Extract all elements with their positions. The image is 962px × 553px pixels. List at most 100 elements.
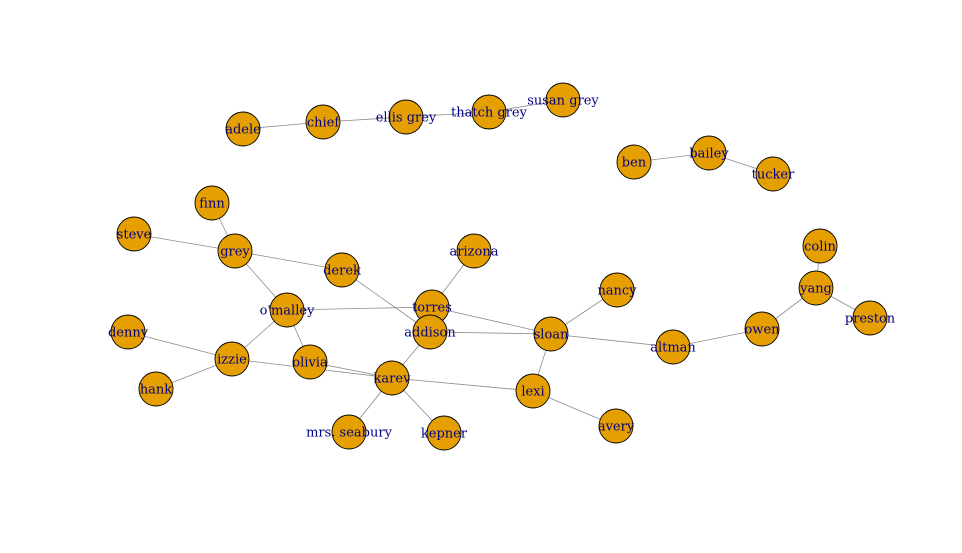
node-arizona: arizona [450, 233, 499, 269]
node-avery: avery [598, 408, 635, 444]
node-susan-grey: susan grey [527, 82, 599, 118]
node-circle [798, 270, 834, 306]
node-label: karev [374, 372, 412, 387]
node-label: denny [108, 326, 149, 341]
node-karev: karev [374, 360, 412, 396]
node-steve: steve [116, 216, 152, 252]
node-circle [515, 373, 551, 409]
node-circle [744, 311, 780, 347]
node-circle [305, 104, 341, 140]
node-label: sloan [534, 328, 569, 343]
edge-denny-izzie [127, 331, 233, 360]
node-circle [533, 316, 569, 352]
node-ellis-grey: ellis grey [376, 99, 437, 135]
node-kepner: kepner [421, 415, 468, 451]
node-label: olivia [292, 356, 328, 371]
node-altman: altman [650, 329, 696, 365]
node-izzie: izzie [214, 341, 250, 377]
node-circle [755, 156, 791, 192]
node-label: preston [845, 312, 896, 327]
edge-sloan-altman [550, 333, 674, 348]
node-label: steve [117, 228, 152, 243]
edge-addison-sloan [429, 331, 552, 335]
node-owen: owen [744, 311, 780, 347]
node-label: ben [622, 156, 647, 171]
node-circle [802, 228, 838, 264]
node-label: lexi [521, 385, 544, 400]
edge-karev-lexi [391, 377, 534, 392]
node-label: torres [412, 301, 452, 316]
node-label: tucker [752, 168, 795, 183]
node-circle [426, 415, 462, 451]
node-label: owen [744, 323, 780, 338]
node-label: o'malley [260, 304, 315, 319]
node-label: colin [804, 240, 836, 255]
node-tucker: tucker [752, 156, 795, 192]
edge-o-malley-torres [286, 306, 433, 311]
node-circle [456, 233, 492, 269]
node-label: grey [220, 245, 250, 260]
node-circle [412, 314, 448, 350]
node-circle [110, 314, 146, 350]
node-circle [655, 329, 691, 365]
node-label: avery [598, 420, 635, 435]
node-label: altman [650, 341, 696, 356]
node-yang: yang [798, 270, 834, 306]
node-lexi: lexi [515, 373, 551, 409]
node-ben: ben [616, 144, 652, 180]
node-label: addison [404, 326, 456, 341]
node-label: susan grey [527, 94, 599, 109]
node-circle [852, 300, 888, 336]
node-chief: chief [305, 104, 341, 140]
node-finn: finn [194, 185, 230, 221]
node-circle [214, 341, 250, 377]
node-torres: torres [412, 289, 452, 325]
node-addison: addison [404, 314, 456, 350]
node-colin: colin [802, 228, 838, 264]
node-adele: adele [225, 111, 261, 147]
node-label: adele [225, 123, 261, 138]
node-circle [116, 216, 152, 252]
node-label: mrs. seabury [306, 426, 393, 441]
node-circle [269, 292, 305, 328]
node-label: chief [307, 116, 341, 131]
node-mrs-seabury: mrs. seabury [306, 414, 393, 450]
node-circle [331, 414, 367, 450]
node-bailey: bailey [689, 135, 729, 171]
node-thatch-grey: thatch grey [451, 94, 528, 130]
node-circle [616, 144, 652, 180]
node-circle [691, 135, 727, 171]
node-label: derek [323, 264, 361, 279]
node-label: thatch grey [451, 106, 528, 121]
node-circle [471, 94, 507, 130]
node-circle [598, 408, 634, 444]
node-label: finn [199, 197, 225, 212]
node-label: bailey [689, 147, 729, 162]
node-circle [217, 233, 253, 269]
node-circle [194, 185, 230, 221]
node-label: izzie [217, 353, 247, 368]
edge-grey-derek [234, 250, 343, 271]
node-nancy: nancy [597, 272, 637, 308]
node-derek: derek [323, 252, 361, 288]
node-denny: denny [108, 314, 149, 350]
node-circle [545, 82, 581, 118]
edge-torres-sloan [431, 306, 552, 335]
node-circle [599, 272, 635, 308]
node-hank: hank [138, 371, 174, 407]
node-circle [388, 99, 424, 135]
node-label: kepner [421, 427, 468, 442]
node-o-malley: o'malley [260, 292, 315, 328]
node-label: nancy [597, 284, 637, 299]
node-circle [374, 360, 410, 396]
node-circle [324, 252, 360, 288]
node-sloan: sloan [533, 316, 569, 352]
node-label: ellis grey [376, 111, 437, 126]
node-label: arizona [450, 245, 499, 260]
node-circle [292, 344, 328, 380]
node-circle [138, 371, 174, 407]
node-olivia: olivia [292, 344, 328, 380]
node-grey: grey [217, 233, 253, 269]
